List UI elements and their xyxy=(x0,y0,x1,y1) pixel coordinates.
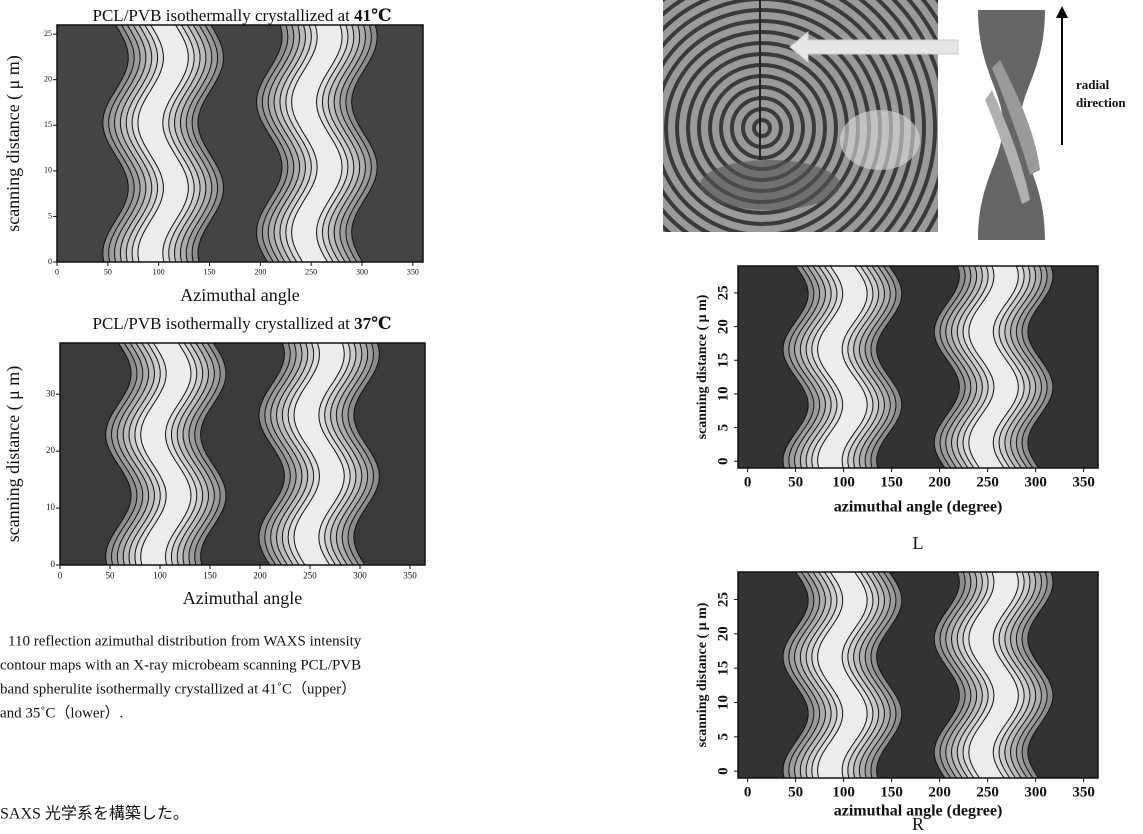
y-tick-label: 5 xyxy=(715,733,731,741)
title-text: PCL/PVB isothermally crystallized at xyxy=(93,6,355,25)
y-tick-label: 20 xyxy=(715,319,731,334)
y-tick-label: 15 xyxy=(715,353,731,368)
page: radial direction 110 reflection azimutha… xyxy=(0,0,1143,834)
x-tick-label: 250 xyxy=(976,784,999,800)
y-tick-label: 10 xyxy=(46,502,56,512)
y-tick-label: 15 xyxy=(715,661,731,676)
y-tick-label: 25 xyxy=(715,285,731,300)
x-tick-label: 150 xyxy=(880,474,903,490)
x-tick-label: 0 xyxy=(744,474,752,490)
x-tick-label: 200 xyxy=(928,474,951,490)
x-tick-label: 100 xyxy=(153,268,165,277)
y-tick-label: 20 xyxy=(44,75,52,84)
y-axis-label: scanning distance ( μ m) xyxy=(695,602,710,747)
y-tick-label: 15 xyxy=(44,120,52,129)
title-emphasis: 41℃ xyxy=(354,6,391,25)
y-axis-label: scanning distance ( μ m) xyxy=(695,294,710,439)
y-axis-label: scanning distance ( μ m) xyxy=(3,366,24,543)
x-tick-label: 50 xyxy=(788,784,803,800)
y-tick-label: 0 xyxy=(715,458,731,466)
x-tick-label: 100 xyxy=(832,474,855,490)
caption-line: contour maps with an X-ray microbeam sca… xyxy=(0,657,361,673)
y-tick-label: 10 xyxy=(715,695,731,710)
x-axis-label: Azimuthal angle xyxy=(180,285,299,305)
x-axis-label: Azimuthal angle xyxy=(183,588,302,608)
y-axis-label: scanning distance ( μ m) xyxy=(3,55,24,232)
x-tick-label: 300 xyxy=(353,570,367,580)
x-tick-label: 0 xyxy=(55,268,59,277)
contour-map xyxy=(57,25,423,262)
x-tick-label: 50 xyxy=(106,570,116,580)
y-tick-label: 30 xyxy=(46,388,56,398)
y-tick-label: 0 xyxy=(48,257,52,266)
x-tick-label: 150 xyxy=(204,268,216,277)
x-tick-label: 250 xyxy=(303,570,317,580)
y-tick-label: 5 xyxy=(715,424,731,432)
title-text: PCL/PVB isothermally crystallized at xyxy=(93,314,355,333)
y-tick-label: 0 xyxy=(51,559,56,569)
caption-line: 110 reflection azimuthal distribution fr… xyxy=(8,633,362,649)
x-tick-label: 350 xyxy=(1072,784,1095,800)
y-tick-label: 5 xyxy=(48,211,52,220)
x-tick-label: 0 xyxy=(58,570,63,580)
x-tick-label: 300 xyxy=(1024,474,1047,490)
x-tick-label: 250 xyxy=(305,268,317,277)
twist-schematic xyxy=(978,6,1068,240)
y-tick-label: 25 xyxy=(44,29,52,38)
y-tick-label: 20 xyxy=(715,626,731,641)
x-tick-label: 150 xyxy=(880,784,903,800)
x-tick-label: 350 xyxy=(1072,474,1095,490)
x-axis-label: azimuthal angle (degree) xyxy=(834,499,1003,516)
figure: 0 50 100 150 200 250 300 350 0 5 10 15 20 25 Azimuthal… xyxy=(3,6,423,305)
x-tick-label: 200 xyxy=(254,268,266,277)
x-tick-label: 0 xyxy=(744,784,752,800)
document: radial direction 110 reflection azimutha… xyxy=(0,0,1143,834)
x-tick-label: 350 xyxy=(403,570,417,580)
figure-title: PCL/PVB isothermally crystallized at 41℃ xyxy=(93,6,392,25)
x-tick-label: 300 xyxy=(356,268,368,277)
schematic-label: radial xyxy=(1076,77,1110,92)
x-tick-label: 100 xyxy=(832,784,855,800)
figure: 0 50 100 150 200 250 300 350 0 5 10 15 20 25 azimuthal… xyxy=(695,266,1098,553)
panel-label: L xyxy=(913,533,924,553)
y-tick-label: 0 xyxy=(715,767,731,775)
body-text: SAXS 光学系を構築した。 xyxy=(0,805,189,823)
x-tick-label: 50 xyxy=(788,474,803,490)
schematic-label: direction xyxy=(1076,95,1126,110)
y-tick-label: 10 xyxy=(44,166,52,175)
x-tick-label: 150 xyxy=(203,570,217,580)
panel-label: R xyxy=(912,814,924,834)
x-tick-label: 300 xyxy=(1024,784,1047,800)
contour-map xyxy=(738,266,1098,468)
y-tick-label: 25 xyxy=(715,592,731,607)
figure: 0 50 100 150 200 250 300 350 0 10 20 30 Azimuthal an… xyxy=(3,314,425,608)
y-tick-label: 10 xyxy=(715,386,731,401)
x-tick-label: 350 xyxy=(407,268,419,277)
contour-map xyxy=(60,343,425,565)
figure-title: PCL/PVB isothermally crystallized at 37℃ xyxy=(93,314,392,333)
x-tick-label: 50 xyxy=(104,268,112,277)
x-tick-label: 200 xyxy=(253,570,267,580)
x-tick-label: 250 xyxy=(976,474,999,490)
caption-line: band spherulite isothermally crystallize… xyxy=(0,680,356,697)
contour-map xyxy=(738,572,1098,778)
title-emphasis: 37℃ xyxy=(354,314,391,333)
x-tick-label: 200 xyxy=(928,784,951,800)
caption-line: and 35˚C（lower）. xyxy=(0,704,123,721)
x-tick-label: 100 xyxy=(153,570,167,580)
y-tick-label: 20 xyxy=(46,445,56,455)
